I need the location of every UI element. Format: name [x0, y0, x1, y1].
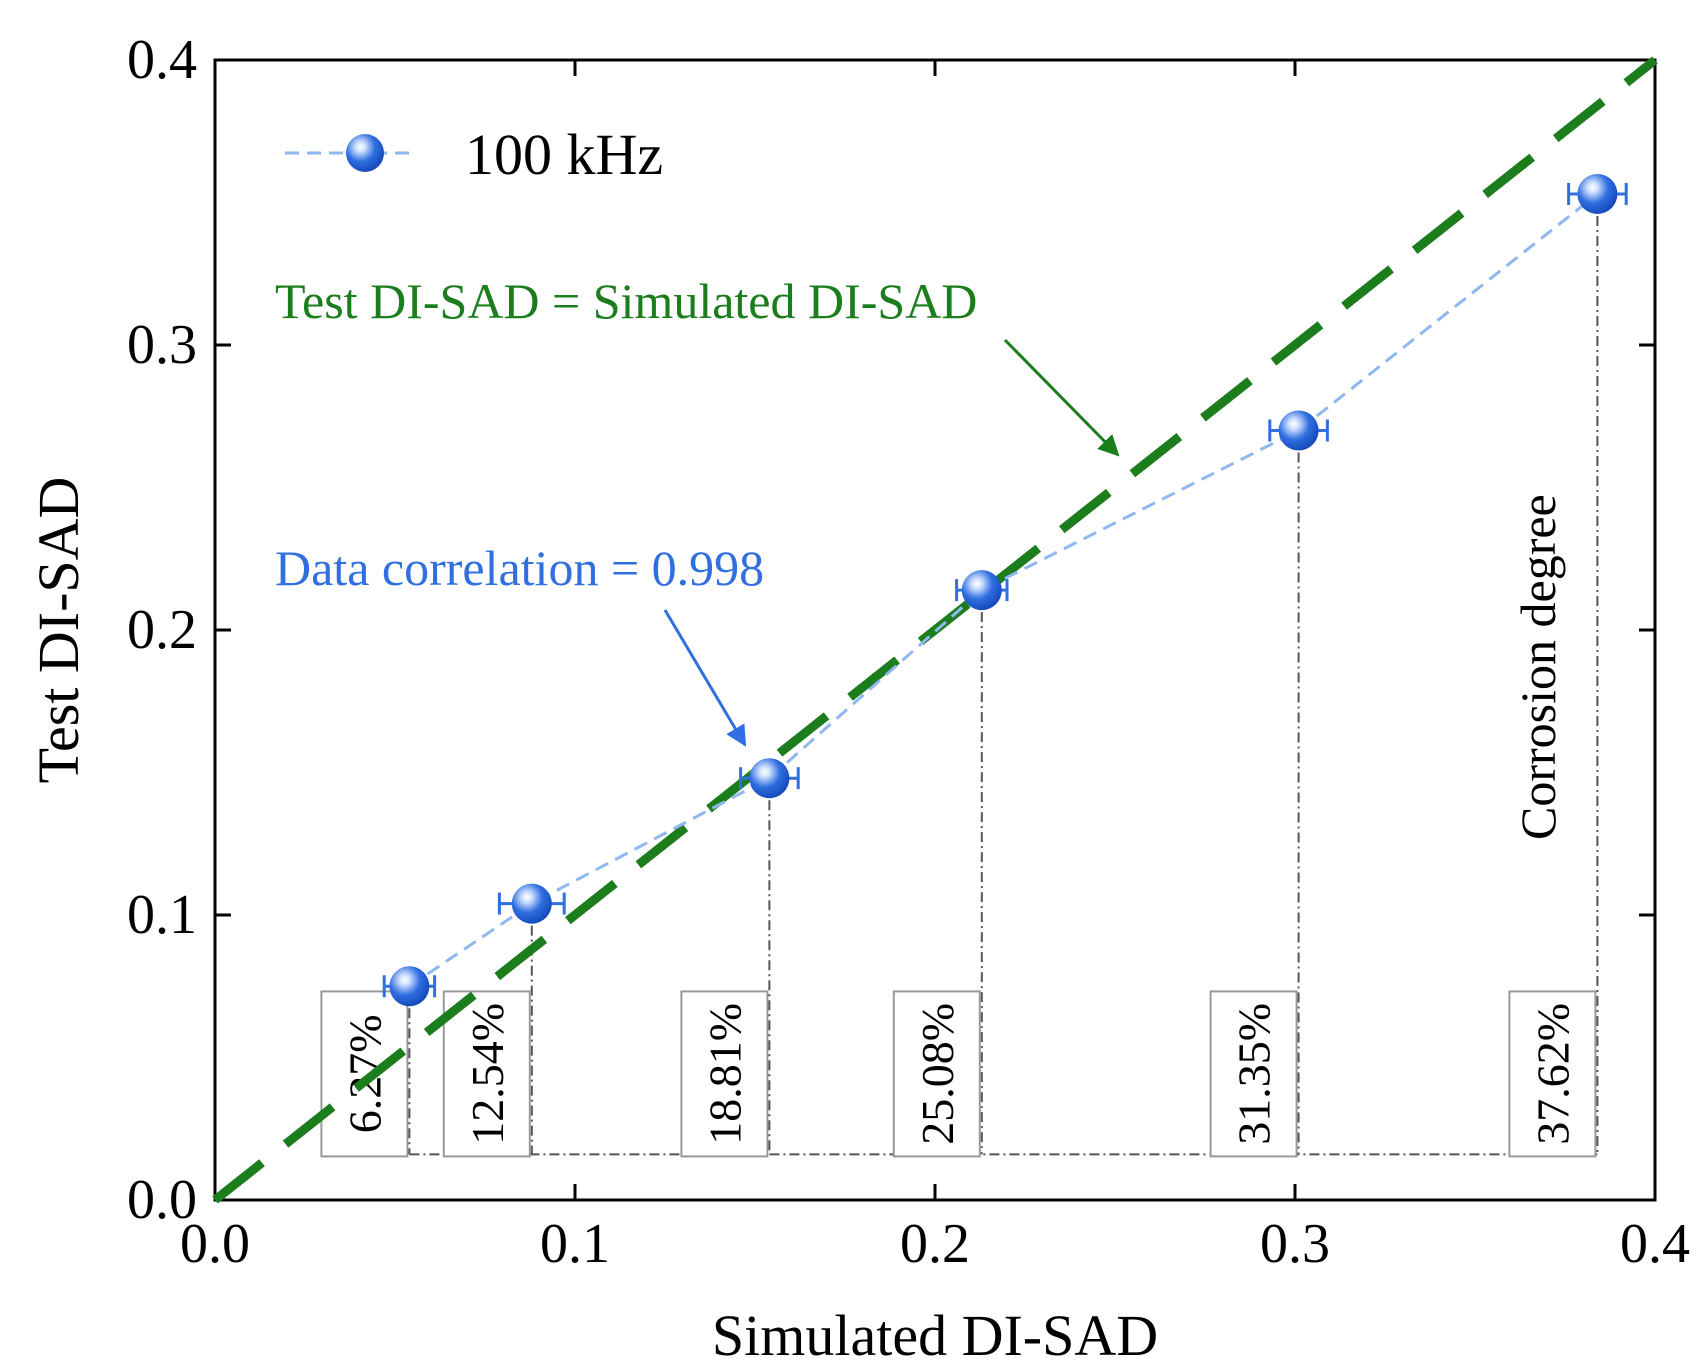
- x-axis-title: Simulated DI-SAD: [712, 1303, 1158, 1368]
- x-tick-label: 0.1: [540, 1213, 610, 1275]
- corrosion-degree-box: [1209, 990, 1298, 1158]
- y-tick-label: 0.3: [127, 314, 197, 376]
- corrosion-degree-label: 37.62%: [1527, 1003, 1578, 1145]
- corrosion-degree-title: Corrosion degree: [1510, 494, 1566, 840]
- legend-label: 100 kHz: [465, 122, 663, 187]
- y-tick-label: 0.4: [127, 29, 197, 91]
- reference-arrow: [1003, 338, 1120, 457]
- corrosion-degree-label: 12.54%: [462, 1003, 513, 1145]
- legend: 100 kHz: [285, 122, 663, 187]
- x-tick-label: 0.2: [900, 1213, 970, 1275]
- corrosion-degree-label: 6.27%: [339, 1014, 390, 1133]
- x-tick-label: 0.4: [1620, 1213, 1690, 1275]
- corrosion-degree-label: 18.81%: [699, 1003, 750, 1145]
- corrosion-degree-box: [320, 990, 409, 1158]
- correlation-label: Data correlation = 0.998: [275, 540, 764, 596]
- y-tick-label: 0.1: [127, 884, 197, 946]
- correlation-arrow: [663, 609, 747, 747]
- corrosion-degree-label: 31.35%: [1229, 1003, 1280, 1145]
- data-point: [511, 883, 552, 924]
- y-axis-title: Test DI-SAD: [26, 477, 91, 784]
- corrosion-degree-box: [892, 990, 981, 1158]
- data-point: [749, 758, 790, 799]
- corrosion-degree-label: 25.08%: [912, 1003, 963, 1145]
- legend-marker: [346, 134, 384, 172]
- corrosion-degree-box: [680, 990, 769, 1158]
- data-point: [1577, 173, 1618, 214]
- y-tick-label: 0.0: [127, 1169, 197, 1231]
- series-line: [408, 192, 1599, 988]
- data-point: [389, 966, 430, 1007]
- corrosion-degree-box: [1508, 990, 1597, 1158]
- reference-line-label: Test DI-SAD = Simulated DI-SAD: [275, 273, 977, 329]
- x-tick-label: 0.3: [1260, 1213, 1330, 1275]
- x-tick-label: 0.0: [180, 1213, 250, 1275]
- corrosion-degree-box: [442, 990, 531, 1158]
- data-point: [1278, 410, 1319, 451]
- y-tick-label: 0.2: [127, 599, 197, 661]
- data-point: [961, 570, 1002, 611]
